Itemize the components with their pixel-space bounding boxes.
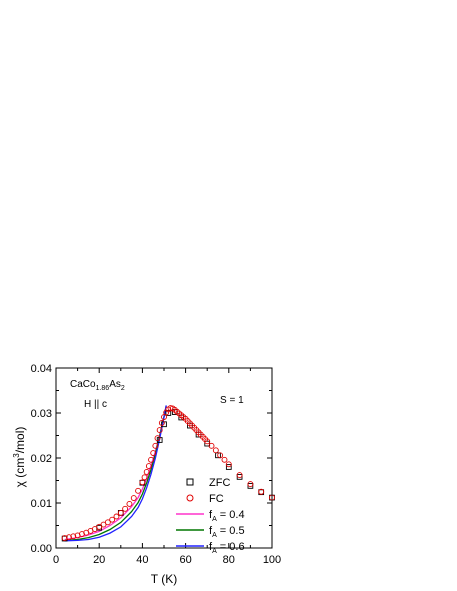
y-tick-label: 0.03 [31, 408, 52, 420]
fc-point [117, 509, 124, 516]
fc-point [152, 442, 159, 449]
fc-point [126, 500, 133, 507]
fc-point [148, 456, 154, 463]
fc-point [135, 487, 142, 494]
y-axis-title: χ (cm3/mol) [12, 427, 27, 488]
fc-point [212, 447, 219, 454]
zfc-point [247, 483, 254, 489]
fc-point [130, 495, 137, 501]
legend-marker [186, 494, 194, 502]
fc-point [154, 435, 161, 442]
fc-point [225, 461, 232, 468]
fc-point [208, 442, 215, 449]
legend-marker [186, 478, 194, 486]
y-tick-label: 0.04 [31, 363, 52, 375]
fc-point [109, 516, 116, 523]
fc-point [104, 519, 111, 526]
fc-point [156, 427, 163, 434]
fc-point [217, 452, 224, 459]
y-tick-label: 0.00 [31, 543, 52, 555]
x-tick-label: 0 [53, 554, 59, 566]
fc-point [122, 505, 129, 512]
x-tick-label: 80 [223, 554, 235, 566]
x-tick-label: 100 [263, 554, 281, 566]
fc-point [145, 463, 152, 470]
field-label: H || c [84, 399, 107, 410]
fc-point [158, 419, 165, 426]
fc-point [66, 534, 72, 541]
model-curve-line [64, 405, 167, 542]
fc-point [113, 513, 120, 520]
fc-point [139, 479, 146, 486]
zfc-point [195, 431, 202, 438]
axis-labels: 0 20 40 60 80 100 0.00 0.01 0.02 0.03 0.04 [31, 363, 282, 566]
legend-label: FC [209, 493, 224, 505]
x-tick-label: 60 [179, 554, 191, 566]
zfc-point [204, 440, 211, 447]
x-tick-label: 20 [93, 554, 105, 566]
legend-label: fA = 0.4 [209, 509, 245, 523]
fc-point [204, 438, 211, 445]
zfc-point [215, 452, 221, 459]
spin-label: S = 1 [220, 395, 244, 406]
fc-point [150, 450, 157, 456]
legend: ZFC FC fA = 0.4 fA = 0.5 fA = 0.6 [176, 477, 245, 555]
fc-point [141, 474, 148, 481]
zfc-point [187, 422, 193, 429]
fc-point [70, 533, 77, 540]
y-tick-label: 0.01 [31, 498, 52, 510]
fc-point [221, 456, 228, 463]
legend-label: fA = 0.6 [209, 541, 245, 555]
fc-point [61, 535, 68, 542]
x-axis-title: T (K) [151, 572, 177, 586]
legend-label: ZFC [209, 477, 230, 489]
data-markers [61, 405, 275, 542]
plot-frame [55, 367, 273, 549]
model-curves [64, 405, 167, 542]
fc-point [143, 469, 150, 475]
x-tick-label: 40 [136, 554, 148, 566]
fc-point [258, 488, 265, 495]
compound-label: CaCo1.86As2 [70, 379, 125, 392]
legend-label: fA = 0.5 [209, 525, 245, 539]
zfc-point [225, 464, 232, 470]
zfc-point [236, 474, 243, 480]
y-tick-label: 0.02 [31, 453, 52, 465]
fc-point [247, 481, 254, 488]
fc-point [236, 472, 243, 479]
